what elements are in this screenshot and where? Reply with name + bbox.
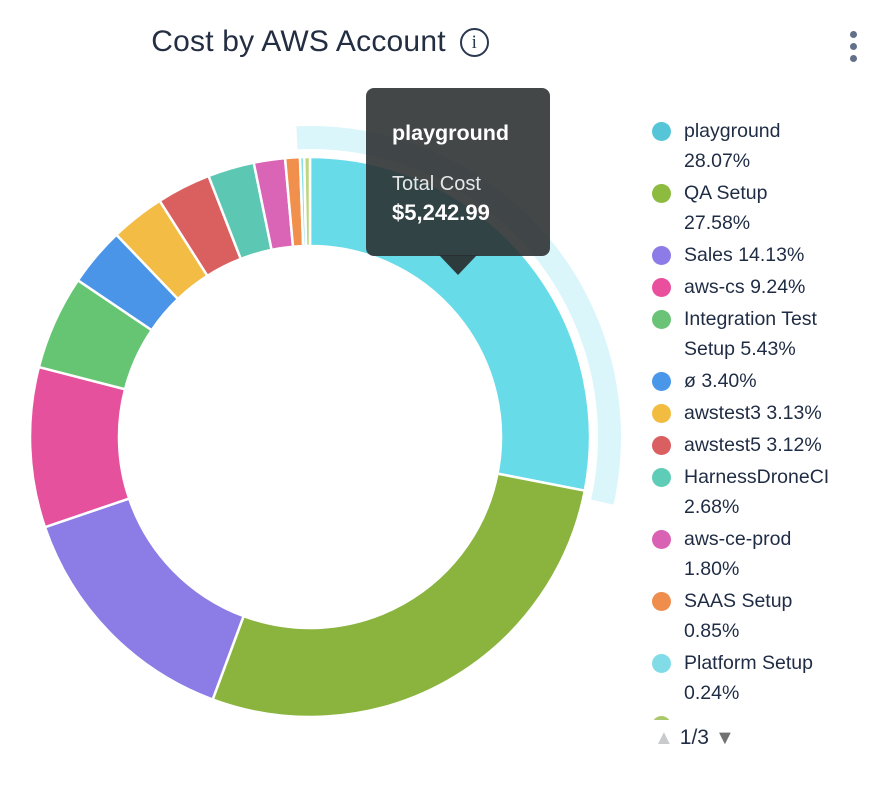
legend-label: QA Setup 27.58%: [684, 182, 768, 234]
tooltip-series-name: playground: [392, 121, 510, 145]
legend-item[interactable]: Sales 14.13%: [652, 240, 864, 270]
chart-legend: playground 28.07% QA Setup 27.58% Sales 14.1…: [652, 116, 864, 750]
card-header: Cost by AWS Account i: [0, 20, 640, 64]
legend-item[interactable]: HarnessDroneCI 2.68%: [652, 462, 864, 522]
more-options-icon[interactable]: [843, 28, 863, 64]
legend-dot: [652, 436, 671, 455]
legend-item[interactable]: aws-cs 9.24%: [652, 272, 864, 302]
legend-item[interactable]: ø 3.40%: [652, 366, 864, 396]
legend-dot: [652, 530, 671, 549]
legend-dot: [652, 278, 671, 297]
chart-tooltip: playground Total Cost $5,242.99: [366, 88, 550, 275]
donut-slice-aws-cs[interactable]: [28, 365, 131, 529]
donut-slice-other[interactable]: [302, 155, 312, 248]
legend-label: ø 3.40%: [684, 370, 757, 392]
legend-dot: [652, 404, 671, 423]
donut-slice-qa-setup[interactable]: [211, 472, 587, 719]
legend-label: awstest3 3.13%: [684, 402, 822, 424]
legend-item[interactable]: aws-ce-prod 1.80%: [652, 524, 864, 584]
legend-dot: [652, 184, 671, 203]
legend-label: playground 28.07%: [684, 120, 781, 172]
legend-dot: [652, 716, 671, 720]
donut-slice-sales[interactable]: [43, 496, 246, 702]
legend-item[interactable]: QA Setup 27.58%: [652, 178, 864, 238]
legend-page-down-icon[interactable]: ▼: [715, 726, 735, 749]
legend-dot: [652, 246, 671, 265]
legend-item[interactable]: awstest5 3.12%: [652, 430, 864, 460]
kebab-dot: [849, 54, 857, 62]
legend-dot: [652, 592, 671, 611]
kebab-dot: [849, 42, 857, 50]
legend-page-up-icon[interactable]: ▲: [654, 726, 674, 749]
legend-page-indicator: 1/3: [679, 726, 709, 749]
legend-label: HarnessDroneCI 2.68%: [684, 466, 830, 518]
legend-label: awstest5 3.12%: [684, 434, 822, 456]
info-icon[interactable]: i: [459, 27, 489, 57]
legend-pager: ▲ 1/3 ▼: [652, 726, 864, 750]
legend-item[interactable]: Platform Setup 0.24%: [652, 648, 864, 708]
legend-dot: [652, 654, 671, 673]
page-title: Cost by AWS Account: [151, 25, 446, 58]
legend-item[interactable]: playground 28.07%: [652, 116, 864, 176]
legend-item[interactable]: Integration Test Setup 5.43%: [652, 304, 864, 364]
legend-items: playground 28.07% QA Setup 27.58% Sales 14.1…: [652, 116, 864, 720]
legend-dot: [652, 310, 671, 329]
legend-label: Platform Setup 0.24%: [684, 652, 813, 704]
legend-dot: [652, 468, 671, 487]
legend-label: Integration Test Setup 5.43%: [684, 308, 817, 360]
legend-label: SAAS Setup 0.85%: [684, 590, 793, 642]
legend-label: aws-ce-prod 1.80%: [684, 528, 792, 580]
legend-dot: [652, 372, 671, 391]
legend-item[interactable]: SAAS Setup 0.85%: [652, 586, 864, 646]
tooltip-metric-label: Total Cost: [392, 173, 481, 195]
legend-item-partial[interactable]: [652, 710, 864, 720]
tooltip-metric-value: $5,242.99: [392, 200, 490, 225]
legend-dot: [652, 122, 671, 141]
legend-label: aws-cs 9.24%: [684, 276, 806, 298]
kebab-dot: [849, 30, 857, 38]
legend-label: Sales 14.13%: [684, 244, 805, 266]
legend-item[interactable]: awstest3 3.13%: [652, 398, 864, 428]
